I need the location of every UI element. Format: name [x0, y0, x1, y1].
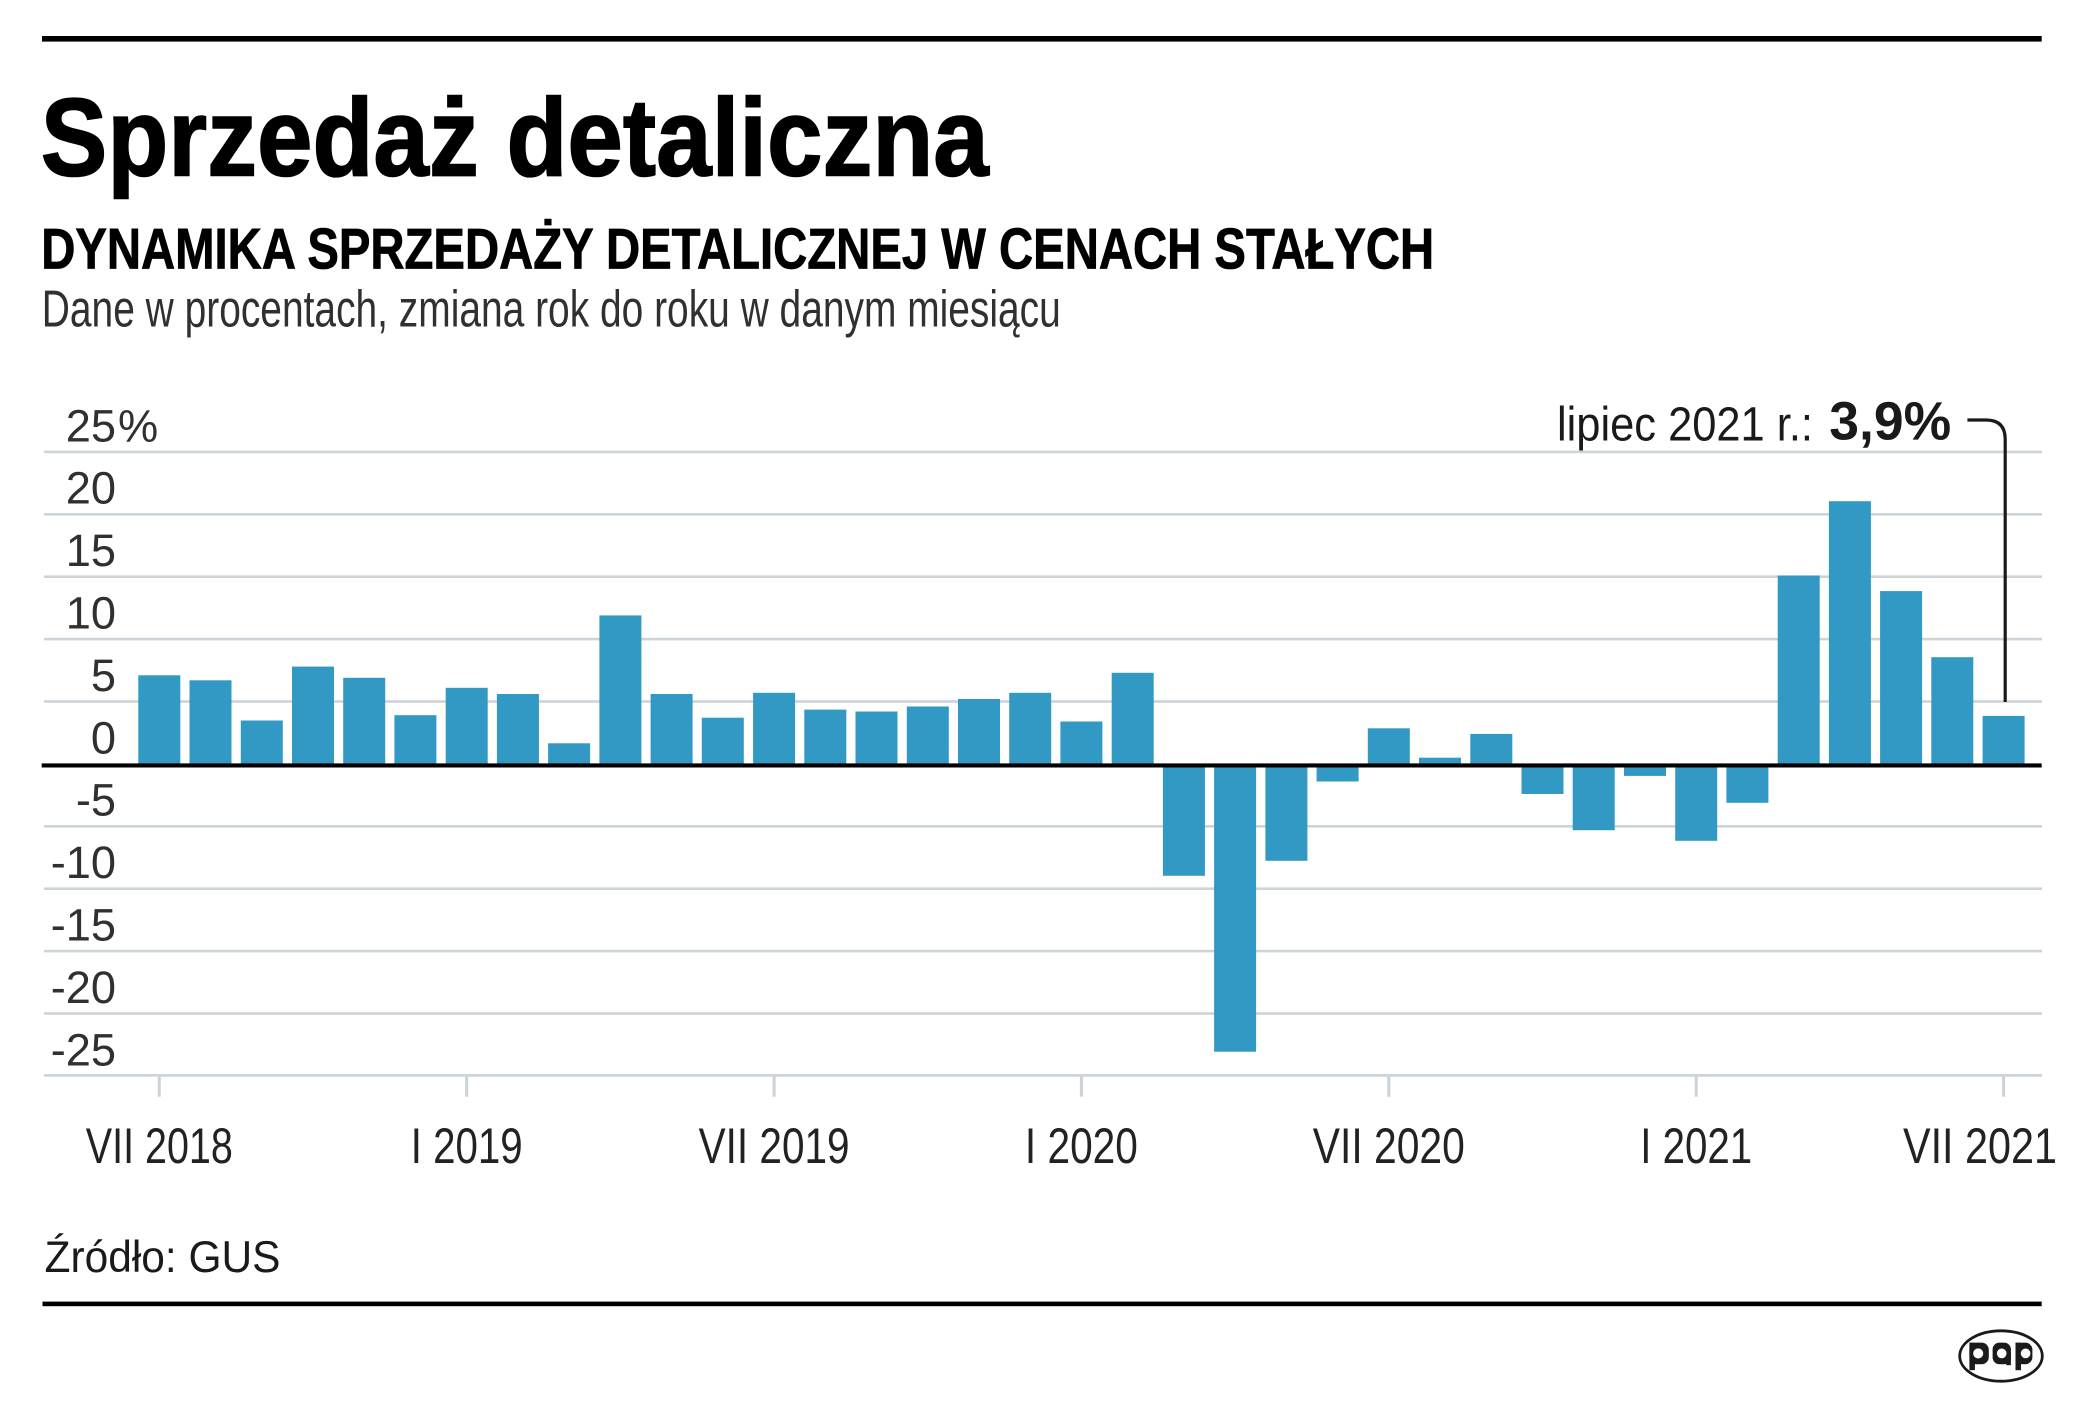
svg-text:25: 25	[66, 400, 116, 451]
svg-text:20: 20	[66, 463, 116, 514]
svg-text:-10: -10	[51, 837, 116, 888]
svg-text:VII 2020: VII 2020	[1313, 1118, 1465, 1174]
svg-text:15: 15	[66, 525, 116, 576]
svg-text:Dane w procentach, zmiana rok: Dane w procentach, zmiana rok do roku w …	[42, 280, 1061, 338]
svg-text:VII 2018: VII 2018	[86, 1118, 233, 1174]
svg-text:VII 2019: VII 2019	[699, 1118, 850, 1174]
svg-text:I 2019: I 2019	[411, 1118, 523, 1174]
svg-text:%: %	[118, 400, 158, 451]
svg-text:VII 2021: VII 2021	[1903, 1118, 2057, 1174]
svg-text:3,9%: 3,9%	[1829, 392, 1951, 452]
svg-text:0: 0	[91, 712, 116, 763]
svg-text:Sprzedaż detaliczna: Sprzedaż detaliczna	[41, 77, 990, 200]
svg-text:-25: -25	[51, 1024, 116, 1075]
svg-text:lipiec 2021 r.:: lipiec 2021 r.:	[1557, 398, 1813, 451]
svg-text:Źródło: GUS: Źródło: GUS	[45, 1233, 281, 1282]
svg-text:5: 5	[91, 650, 116, 701]
svg-text:DYNAMIKA SPRZEDAŻY DETALICZNEJ: DYNAMIKA SPRZEDAŻY DETALICZNEJ W CENACH …	[41, 218, 1434, 282]
svg-text:10: 10	[66, 588, 116, 639]
svg-text:I 2021: I 2021	[1640, 1118, 1752, 1174]
svg-text:I 2020: I 2020	[1025, 1118, 1138, 1174]
svg-text:-15: -15	[51, 900, 116, 951]
svg-text:-5: -5	[76, 775, 116, 826]
svg-text:-20: -20	[51, 962, 116, 1013]
